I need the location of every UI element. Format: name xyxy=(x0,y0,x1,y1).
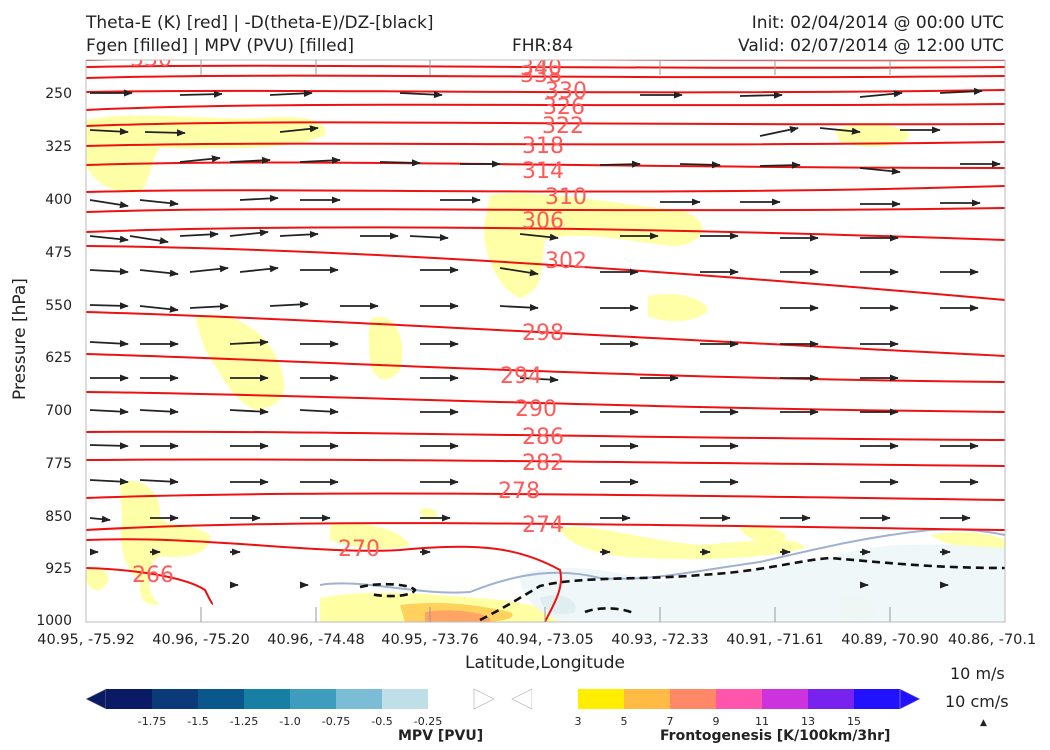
mpv-contour xyxy=(319,528,1005,594)
colorbar-cell xyxy=(382,689,429,709)
y-tick-250: 250 xyxy=(45,86,72,102)
x-tick-9: 40.86, -70.1 xyxy=(948,632,1037,648)
theta-e-label: 306 xyxy=(522,209,564,234)
theta-e-label: 294 xyxy=(500,364,542,389)
theta-e-label: 282 xyxy=(522,451,564,476)
theta-e-label: 310 xyxy=(545,185,587,210)
colorbar-tick-label: -1.25 xyxy=(230,715,258,728)
colorbar-cell xyxy=(716,689,763,709)
colorbar-tick-label: 11 xyxy=(755,715,769,728)
theta-e-label: 286 xyxy=(522,425,564,450)
colorbar-tick-label: -0.75 xyxy=(322,715,350,728)
mpv-colorbar-ticks: -1.75 -1.5 -1.25 -1.0 -0.75 -0.5 -0.25 xyxy=(138,715,442,728)
colorbar-cell xyxy=(624,689,671,709)
y-tick-775: 775 xyxy=(45,456,72,472)
colorbar-cell xyxy=(152,689,199,709)
mpv-colorbar-title: MPV [PVU] xyxy=(398,728,484,744)
y-axis-label: Pressure [hPa] xyxy=(10,278,30,400)
theta-e-contour-labels: 330 3403383303263223183143103063022982942… xyxy=(130,47,587,588)
theta-e-label: 318 xyxy=(522,134,564,159)
colorbar-tick-label: 7 xyxy=(667,715,674,728)
colorbar-cell xyxy=(670,689,717,709)
theta-e-label: 330 xyxy=(130,47,172,72)
colorbar-extend-right xyxy=(473,688,495,710)
mpv-colorbar xyxy=(85,688,495,710)
forecast-hour: FHR:84 xyxy=(512,36,574,56)
colorbar-cell xyxy=(808,689,855,709)
theta-e-label: 270 xyxy=(338,537,380,562)
theta-e-label: 330 xyxy=(545,79,587,104)
colorbars: -1.75 -1.5 -1.25 -1.0 -0.75 -0.5 -0.25 3 5 7 9 11 1… xyxy=(85,688,921,728)
colorbar-tick-label: 13 xyxy=(801,715,815,728)
y-tick-400: 400 xyxy=(45,192,72,208)
y-tick-550: 550 xyxy=(45,298,72,314)
y-tick-625: 625 xyxy=(45,350,72,366)
x-tick-5: 40.94, -73.05 xyxy=(496,632,594,648)
fgen-colorbar-ticks: 3 5 7 9 11 13 15 xyxy=(575,715,862,728)
theta-e-label: 290 xyxy=(515,397,557,422)
y-tick-850: 850 xyxy=(45,509,72,525)
theta-e-label: 298 xyxy=(522,321,564,346)
wind-reference-cms: 10 cm/s xyxy=(945,692,1009,711)
colorbar-tick-label: -1.5 xyxy=(187,715,208,728)
colorbar-tick-label: 5 xyxy=(621,715,628,728)
fgen-colorbar xyxy=(511,688,921,710)
x-tick-marks xyxy=(200,60,891,622)
wind-reference-ms: 10 m/s xyxy=(950,664,1005,683)
theta-e-label: 266 xyxy=(132,563,174,588)
colorbar-cell xyxy=(290,689,337,709)
colorbar-extend-left xyxy=(85,688,107,710)
x-tick-2: 40.96, -75.20 xyxy=(152,632,250,648)
theta-e-label: 338 xyxy=(520,63,562,88)
wind-vectors xyxy=(89,87,1001,589)
fgen-colorbar-title: Frontogenesis [K/100km/3hr] xyxy=(660,728,891,744)
colorbar-extend-left xyxy=(511,688,533,710)
y-tick-700: 700 xyxy=(45,403,72,419)
wind-reference-arrow-icon: ▲ xyxy=(980,718,987,728)
colorbar-cell xyxy=(578,689,625,709)
x-tick-7: 40.91, -71.61 xyxy=(726,632,824,648)
theta-e-label: 326 xyxy=(543,95,585,120)
theta-e-label: 314 xyxy=(522,159,564,184)
colorbar-cell xyxy=(198,689,245,709)
theta-e-label: 274 xyxy=(522,513,564,538)
theta-e-label: 278 xyxy=(498,479,540,504)
x-tick-8: 40.89, -70.90 xyxy=(841,632,939,648)
colorbar-cell xyxy=(762,689,809,709)
colorbar-cell xyxy=(428,689,475,709)
x-tick-1: 40.95, -75.92 xyxy=(37,632,135,648)
y-tick-925: 925 xyxy=(45,561,72,577)
y-tick-1000: 1000 xyxy=(36,613,72,629)
valid-time: Valid: 02/07/2014 @ 12:00 UTC xyxy=(738,36,1004,56)
fgen-fill-areas xyxy=(86,115,1005,622)
colorbar-tick-label: 9 xyxy=(713,715,720,728)
x-axis-label: Latitude,Longitude xyxy=(465,653,625,673)
colorbar-tick-label: 15 xyxy=(847,715,861,728)
colorbar-tick-label: 3 xyxy=(575,715,582,728)
colorbar-tick-label: -1.0 xyxy=(279,715,300,728)
theta-e-label: 302 xyxy=(545,249,587,274)
stability-dashed-contours xyxy=(359,556,1005,622)
colorbar-tick-label: -0.25 xyxy=(414,715,442,728)
colorbar-extend-right xyxy=(899,688,921,710)
x-tick-6: 40.93, -72.33 xyxy=(611,632,709,648)
init-time: Init: 02/04/2014 @ 00:00 UTC xyxy=(751,13,1004,33)
colorbar-cell xyxy=(532,689,579,709)
colorbar-cell xyxy=(854,689,901,709)
colorbar-cell xyxy=(106,689,153,709)
colorbar-cell xyxy=(336,689,383,709)
theta-e-label: 322 xyxy=(542,114,584,139)
y-tick-475: 475 xyxy=(45,245,72,261)
colorbar-tick-label: -0.5 xyxy=(371,715,392,728)
colorbar-tick-label: -1.75 xyxy=(138,715,166,728)
x-tick-4: 40.95, -73.76 xyxy=(381,632,479,648)
theta-e-label: 340 xyxy=(520,56,562,81)
colorbar-cell xyxy=(244,689,291,709)
chart-title-line-2: Fgen [filled] | MPV (PVU) [filled] xyxy=(86,36,355,56)
x-tick-3: 40.96, -74.48 xyxy=(267,632,365,648)
y-tick-325: 325 xyxy=(45,139,72,155)
chart-title-line-1: Theta-E (K) [red] | -D(theta-E)/DZ-[blac… xyxy=(86,13,434,33)
